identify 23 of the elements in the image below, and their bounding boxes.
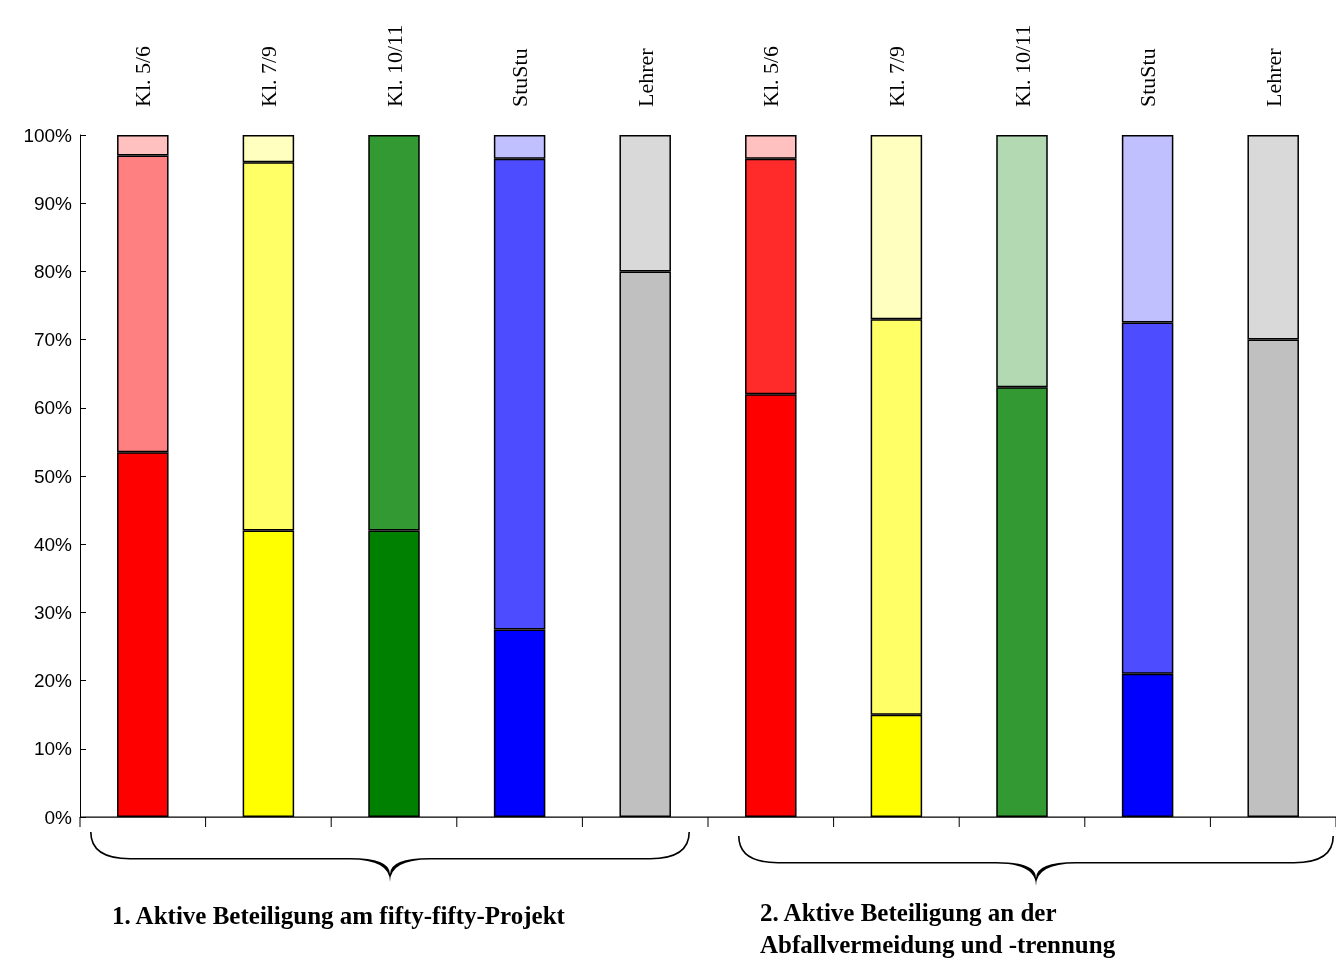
y-tick-label: 90% bbox=[33, 192, 73, 214]
y-tick-label: 80% bbox=[33, 260, 73, 282]
x-tick-label: Kl. 7/9 bbox=[255, 45, 281, 107]
y-tick-label: 40% bbox=[33, 533, 73, 555]
x-tick-label: Kl. 5/6 bbox=[130, 45, 156, 107]
text: 2. Aktive Beteiligung an der Abfallvermeidung und -trennung bbox=[760, 898, 1117, 960]
x-tick-label: StuStu bbox=[1135, 48, 1161, 107]
x-tick-label: Lehrer bbox=[1260, 47, 1286, 107]
x-tick-label: Kl. 10/11 bbox=[381, 24, 407, 107]
x-tick-label: Lehrer bbox=[632, 47, 658, 107]
x-tick-label: Kl. 10/11 bbox=[1009, 24, 1035, 107]
x-tick-label: Kl. 7/9 bbox=[883, 45, 909, 107]
y-tick-label: 30% bbox=[33, 601, 73, 623]
y-tick-label: 100% bbox=[23, 124, 73, 146]
y-tick-label: 10% bbox=[33, 738, 73, 760]
x-tick-label: StuStu bbox=[507, 48, 533, 107]
y-tick-label: 60% bbox=[33, 397, 73, 419]
y-tick-label: 50% bbox=[33, 465, 73, 487]
y-tick-label: 0% bbox=[44, 806, 73, 828]
text: 1. Aktive Beteiligung am fifty-fifty-Projekt bbox=[112, 901, 566, 931]
y-tick-label: 20% bbox=[33, 670, 73, 692]
x-tick-label: Kl. 5/6 bbox=[758, 45, 784, 107]
y-tick-label: 70% bbox=[33, 329, 73, 351]
